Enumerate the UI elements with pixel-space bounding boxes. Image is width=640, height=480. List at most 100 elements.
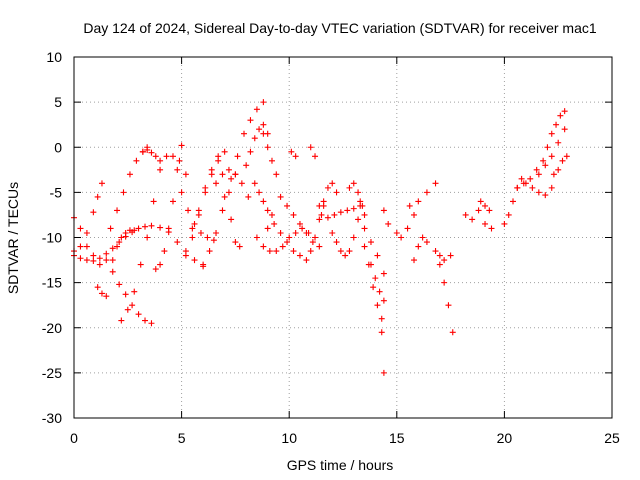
data-point [234, 153, 241, 160]
data-point [548, 130, 555, 137]
data-point [380, 369, 387, 376]
data-point [355, 216, 362, 223]
series-arc-r [228, 216, 243, 250]
series-arc-ar [522, 180, 555, 199]
data-point [189, 234, 196, 241]
data-point [350, 234, 357, 241]
x-tick-label: 15 [389, 430, 405, 446]
data-point [296, 220, 303, 227]
data-point [256, 189, 263, 196]
data-point [486, 207, 493, 214]
data-point [370, 284, 377, 291]
y-axis-label: SDTVAR / TECUs [5, 182, 21, 294]
data-point [264, 144, 271, 151]
data-point [260, 243, 267, 250]
data-point [219, 207, 226, 214]
series-arc-y [288, 144, 319, 160]
series-arc-k [157, 153, 189, 178]
data-point [204, 234, 211, 241]
x-tick-label: 5 [178, 430, 186, 446]
series-arc-f [109, 227, 138, 264]
data-point [161, 248, 168, 255]
series-arc-ab [318, 202, 364, 221]
data-point [135, 311, 142, 318]
series-arc-ad [346, 180, 366, 209]
data-point [83, 229, 90, 236]
data-point [307, 144, 314, 151]
data-point [103, 250, 110, 257]
data-point [135, 225, 142, 232]
data-point [398, 234, 405, 241]
series-arc-s [243, 121, 271, 169]
data-point [182, 252, 189, 259]
data-point [329, 180, 336, 187]
data-point [243, 162, 250, 169]
data-point [96, 261, 103, 268]
series-arc-d [94, 284, 110, 300]
data-markers [71, 99, 570, 376]
series-arc-n [189, 148, 228, 232]
data-point [157, 157, 164, 164]
data-point [251, 180, 258, 187]
data-point [331, 211, 338, 218]
data-point [561, 108, 568, 115]
data-point [535, 171, 542, 178]
series-arc-l [178, 189, 217, 244]
data-point [475, 207, 482, 214]
data-point [142, 317, 149, 324]
data-point [247, 117, 254, 124]
data-point [219, 171, 226, 178]
data-point [542, 192, 549, 199]
data-point [260, 198, 267, 205]
data-point [260, 130, 267, 137]
data-point [290, 248, 297, 255]
y-tick-label: -5 [50, 184, 63, 200]
data-point [215, 153, 222, 160]
data-point [342, 252, 349, 259]
series-arc-ae [355, 216, 387, 277]
data-point [542, 162, 549, 169]
data-point [157, 166, 164, 173]
data-point [98, 180, 105, 187]
series-arc-am [432, 248, 454, 264]
data-point [303, 257, 310, 264]
data-point [380, 207, 387, 214]
data-point [178, 142, 185, 149]
data-point [548, 153, 555, 160]
series-arc-aj [411, 234, 430, 264]
data-point [241, 130, 248, 137]
data-point [178, 189, 185, 196]
data-point [169, 153, 176, 160]
data-point [165, 225, 172, 232]
data-point [533, 166, 540, 173]
data-point [462, 211, 469, 218]
data-point [157, 224, 164, 231]
data-point [245, 193, 252, 200]
data-point [482, 220, 489, 227]
x-tick-label: 25 [604, 430, 620, 446]
data-point [279, 243, 286, 250]
data-point [449, 329, 456, 336]
data-point [213, 180, 220, 187]
series-arc-j [152, 142, 185, 273]
data-point [555, 166, 562, 173]
data-point [411, 257, 418, 264]
data-point [290, 211, 297, 218]
data-point [372, 275, 379, 282]
data-point [312, 153, 319, 160]
x-tick-label: 10 [281, 430, 297, 446]
series-arc-p [213, 166, 252, 200]
tick-labels: 0 5 10 15 20 25 10 5 0 -5 -10 -15 -20 -25 -30 [42, 49, 620, 446]
data-point [361, 211, 368, 218]
data-point [309, 239, 316, 246]
data-point [469, 216, 476, 223]
data-point [555, 139, 562, 146]
x-tick-label: 20 [497, 430, 513, 446]
data-point [374, 302, 381, 309]
data-point [225, 166, 232, 173]
data-point [150, 198, 157, 205]
data-point [563, 153, 570, 160]
data-point [441, 279, 448, 286]
data-point [548, 184, 555, 191]
data-point [197, 229, 204, 236]
